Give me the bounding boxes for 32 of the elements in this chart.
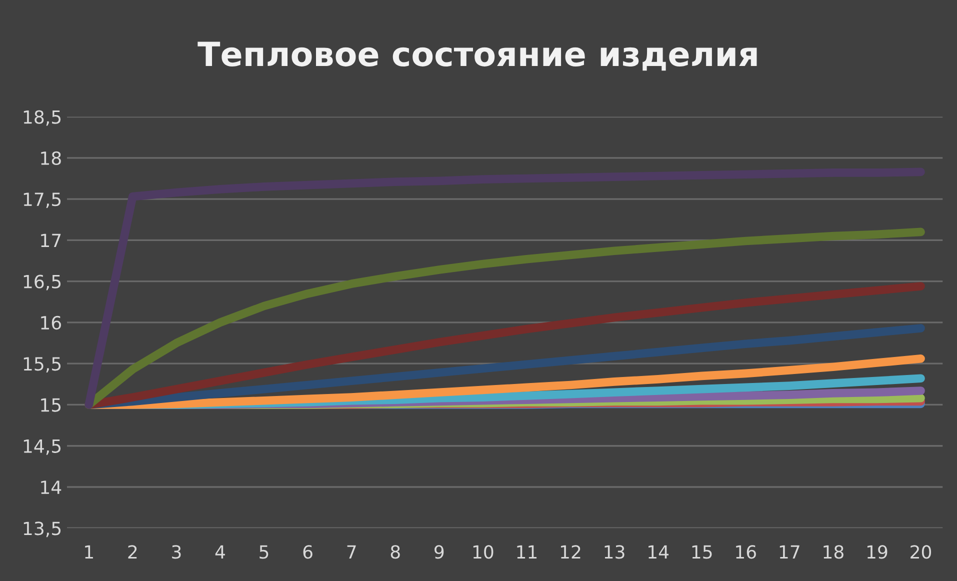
x-tick-label: 20 — [910, 545, 932, 559]
x-tick-label: 1 — [85, 545, 93, 559]
y-tick-label: 14 — [41, 480, 62, 494]
x-tick-label: 19 — [867, 545, 888, 559]
x-tick-label: 4 — [215, 545, 225, 559]
y-tick-label: 17 — [41, 234, 61, 248]
x-tick-label: 13 — [604, 545, 624, 559]
y-tick-label: 18,5 — [24, 110, 61, 126]
y-tick-label: 13,5 — [24, 522, 61, 538]
y-tick-label: 15,5 — [24, 357, 61, 373]
x-tick-label: 3 — [172, 545, 181, 559]
x-tick-label: 18 — [824, 545, 844, 559]
x-tick-label: 5 — [260, 545, 268, 559]
y-tick-label: 16 — [41, 316, 61, 330]
x-tick-label: 8 — [390, 545, 400, 559]
x-tick-label: 15 — [692, 545, 712, 559]
x-tick-label: 7 — [347, 545, 356, 559]
x-tick-label: 14 — [648, 545, 669, 559]
x-tick-label: 10 — [473, 545, 494, 559]
y-tick-label: 16,5 — [24, 274, 61, 290]
y-tick-label: 15 — [41, 398, 61, 412]
chart-title: Тепловое состояние изделия — [198, 42, 757, 71]
y-tick-label: 14,5 — [24, 440, 61, 455]
x-tick-label: 11 — [517, 545, 537, 559]
x-tick-label: 2 — [128, 545, 137, 559]
x-tick-label: 9 — [434, 545, 444, 559]
x-tick-label: 16 — [736, 545, 756, 559]
x-tick-label: 12 — [560, 545, 580, 559]
y-tick-label: 17,5 — [24, 192, 61, 208]
x-tick-label: 6 — [303, 545, 312, 559]
y-tick-label: 18 — [41, 151, 61, 166]
x-tick-label: 17 — [780, 545, 800, 559]
